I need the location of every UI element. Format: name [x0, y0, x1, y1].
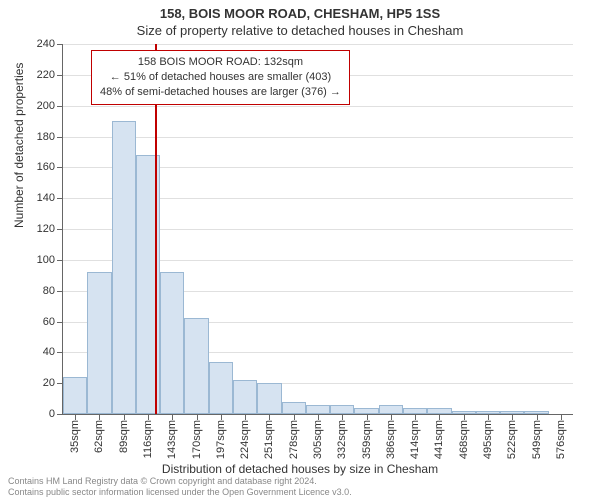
- y-tick-label: 120: [37, 223, 55, 235]
- x-tick-label: 359sqm: [361, 420, 373, 459]
- y-tick-label: 200: [37, 100, 55, 112]
- x-tick-label: 278sqm: [288, 420, 300, 459]
- y-tick: [57, 75, 63, 76]
- grid-line: [63, 44, 573, 45]
- x-tick-label: 468sqm: [458, 420, 470, 459]
- x-tick-label: 495sqm: [482, 420, 494, 459]
- y-tick-label: 80: [43, 285, 55, 297]
- x-tick-label: 251sqm: [263, 420, 275, 459]
- x-tick-label: 224sqm: [239, 420, 251, 459]
- y-tick-label: 60: [43, 316, 55, 328]
- grid-line: [63, 106, 573, 107]
- y-tick-label: 160: [37, 161, 55, 173]
- y-tick: [57, 44, 63, 45]
- y-axis-title: Number of detached properties: [12, 63, 26, 228]
- histogram-bar: [160, 272, 184, 414]
- page-title-subtitle: Size of property relative to detached ho…: [0, 21, 600, 38]
- histogram-bar: [209, 362, 233, 414]
- x-tick-label: 305sqm: [312, 420, 324, 459]
- x-tick-label: 62sqm: [93, 420, 105, 453]
- y-tick: [57, 352, 63, 353]
- x-tick-label: 549sqm: [531, 420, 543, 459]
- y-tick-label: 180: [37, 131, 55, 143]
- y-tick-label: 0: [49, 408, 55, 420]
- x-tick-label: 197sqm: [215, 420, 227, 459]
- y-tick: [57, 414, 63, 415]
- x-tick-label: 576sqm: [555, 420, 567, 459]
- x-tick-label: 116sqm: [142, 420, 154, 458]
- x-tick-label: 35sqm: [69, 420, 81, 453]
- y-tick: [57, 291, 63, 292]
- y-tick-label: 140: [37, 192, 55, 204]
- footer-line-1: Contains HM Land Registry data © Crown c…: [8, 476, 352, 487]
- y-tick-label: 100: [37, 254, 55, 266]
- footer-attribution: Contains HM Land Registry data © Crown c…: [8, 476, 352, 498]
- grid-line: [63, 137, 573, 138]
- y-tick: [57, 167, 63, 168]
- x-tick-label: 143sqm: [166, 420, 178, 459]
- chart-area: 02040608010012014016018020022024035sqm62…: [62, 44, 573, 415]
- info-line-3: 48% of semi-detached houses are larger (…: [100, 85, 341, 100]
- x-tick-label: 386sqm: [385, 420, 397, 459]
- x-tick-label: 414sqm: [409, 420, 421, 459]
- histogram-bar: [233, 380, 257, 414]
- y-tick: [57, 198, 63, 199]
- y-tick: [57, 106, 63, 107]
- x-tick-label: 89sqm: [118, 420, 130, 453]
- histogram-bar: [63, 377, 87, 414]
- info-line-2: ← 51% of detached houses are smaller (40…: [100, 70, 341, 85]
- y-tick: [57, 137, 63, 138]
- histogram-bar: [184, 318, 208, 414]
- y-tick: [57, 260, 63, 261]
- y-tick-label: 240: [37, 38, 55, 50]
- y-tick-label: 20: [43, 377, 55, 389]
- footer-line-2: Contains public sector information licen…: [8, 487, 352, 498]
- y-tick: [57, 322, 63, 323]
- histogram-bar: [306, 405, 330, 414]
- x-axis-title: Distribution of detached houses by size …: [0, 462, 600, 476]
- histogram-bar: [379, 405, 403, 414]
- y-tick-label: 40: [43, 346, 55, 358]
- histogram-bar: [282, 402, 306, 414]
- x-tick-label: 522sqm: [506, 420, 518, 459]
- histogram-bar: [87, 272, 111, 414]
- x-tick-label: 170sqm: [191, 420, 203, 459]
- y-tick-label: 220: [37, 69, 55, 81]
- histogram-bar: [257, 383, 281, 414]
- y-tick: [57, 229, 63, 230]
- marker-info-box: 158 BOIS MOOR ROAD: 132sqm ← 51% of deta…: [91, 50, 350, 105]
- x-tick-label: 441sqm: [433, 420, 445, 459]
- histogram-bar: [330, 405, 354, 414]
- info-line-1: 158 BOIS MOOR ROAD: 132sqm: [100, 55, 341, 70]
- page-title-address: 158, BOIS MOOR ROAD, CHESHAM, HP5 1SS: [0, 0, 600, 21]
- histogram-bar: [112, 121, 136, 414]
- x-tick-label: 332sqm: [336, 420, 348, 459]
